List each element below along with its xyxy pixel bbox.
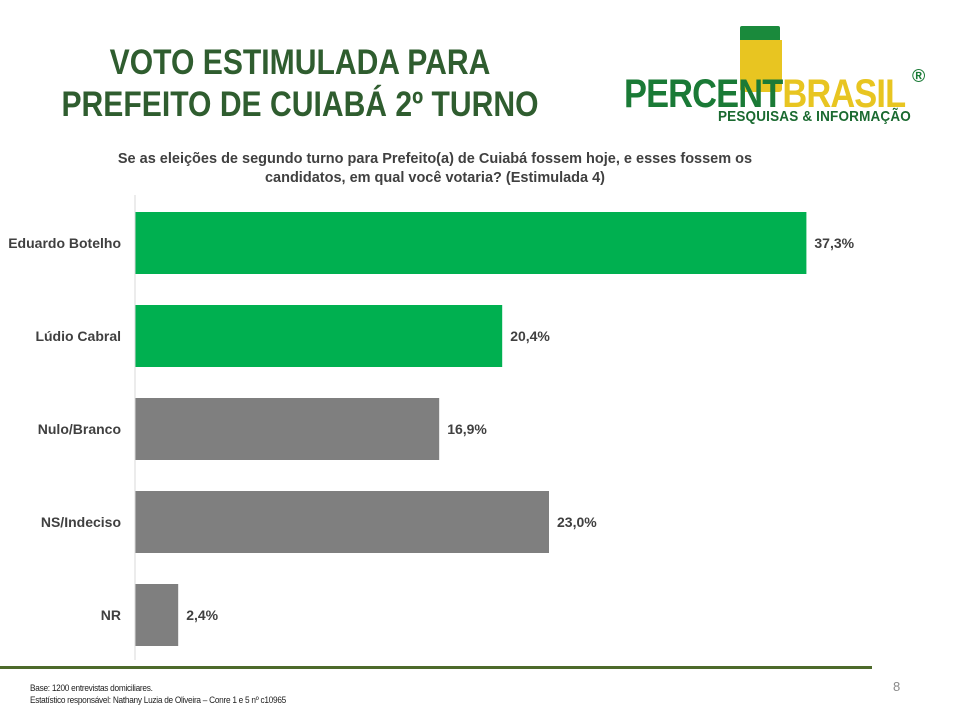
logo-wordmark: PERCENTBRASIL — [624, 72, 906, 116]
category-label-3: NS/Indeciso — [41, 514, 121, 530]
title-line-1: VOTO ESTIMULADA PARA — [109, 43, 491, 82]
category-label-1: Lúdio Cabral — [35, 328, 121, 344]
bar-chart: Eduardo Botelho 37,3% Lúdio Cabral 20,4% Nul… — [8, 195, 855, 660]
bar-4 — [135, 584, 179, 646]
question-line-2: candidatos, em qual você votaria? (Estim… — [264, 170, 606, 186]
page-number: 8 — [893, 679, 901, 694]
value-label-2: 16,9% — [447, 421, 487, 437]
bar-2 — [135, 398, 440, 460]
logo-flag-green-shape — [740, 26, 780, 44]
survey-question: Se as eleições de segundo turno para Pre… — [110, 150, 760, 188]
category-label-2: Nulo/Branco — [38, 421, 121, 437]
category-label-4: NR — [101, 607, 121, 623]
logo-tagline: PESQUISAS & INFORMAÇÃO — [718, 108, 911, 125]
logo-word-brasil: BRASIL — [782, 72, 906, 116]
footnote-statistician: Estatístico responsável: Nathany Luzia d… — [30, 695, 287, 705]
bar-3 — [135, 491, 549, 553]
footnote-base: Base: 1200 entrevistas domiciliares. — [30, 683, 153, 693]
logo-flag-yellow-shape — [740, 40, 782, 92]
page-title: VOTO ESTIMULADA PARA PREFEITO DE CUIABÁ … — [59, 42, 541, 126]
value-label-0: 37,3% — [814, 235, 854, 251]
bar-0 — [135, 212, 807, 274]
registered-mark: ® — [912, 66, 926, 86]
percentbrasil-logo: PERCENTBRASIL ® PESQUISAS & INFORMAÇÃO — [622, 20, 942, 132]
value-label-1: 20,4% — [510, 328, 550, 344]
logo-word-percent: PERCENT — [624, 72, 783, 116]
footer-divider — [0, 666, 872, 669]
value-label-4: 2,4% — [186, 607, 218, 623]
category-label-0: Eduardo Botelho — [8, 235, 121, 251]
question-line-1: Se as eleições de segundo turno para Pre… — [117, 151, 753, 167]
title-line-2: PREFEITO DE CUIABÁ 2º TURNO — [61, 85, 539, 124]
value-label-3: 23,0% — [557, 514, 597, 530]
bar-1 — [135, 305, 503, 367]
footnote: Base: 1200 entrevistas domiciliares. Est… — [30, 682, 286, 706]
